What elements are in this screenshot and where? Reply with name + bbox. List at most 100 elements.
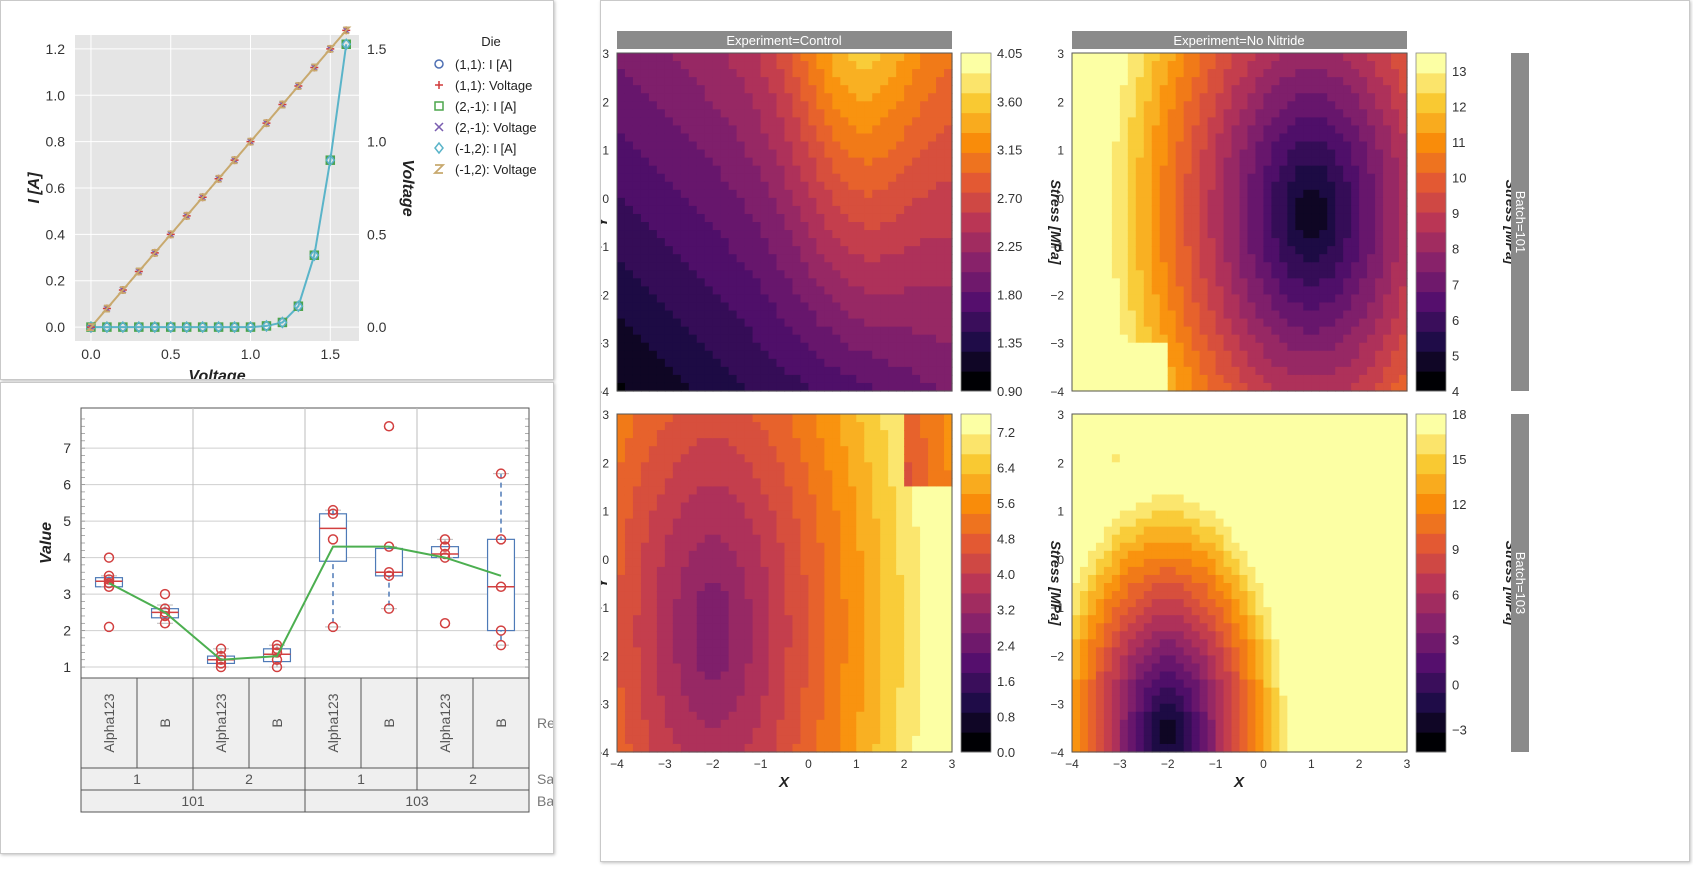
contour-cell	[617, 534, 626, 544]
contour-cell	[648, 334, 658, 344]
contour-cell	[728, 599, 738, 608]
contour-cell	[848, 366, 857, 376]
contour-cell	[1239, 374, 1249, 384]
contour-cell	[648, 165, 658, 175]
contour-cell	[648, 550, 658, 560]
contour-cell	[720, 671, 730, 681]
contour-cell	[1119, 109, 1129, 118]
contour-cell	[1127, 302, 1137, 312]
contour-cell	[696, 494, 706, 504]
contour-cell	[752, 510, 762, 520]
contour-cell	[1311, 358, 1320, 368]
contour-cell	[848, 101, 857, 110]
contour-cell	[664, 462, 674, 471]
contour-cell	[1335, 125, 1344, 135]
contour-cell	[872, 125, 881, 135]
contour-cell	[1111, 246, 1121, 255]
contour-cell	[632, 246, 642, 255]
contour-cell	[617, 526, 626, 536]
contour-cell	[848, 334, 857, 344]
contour-cell	[1143, 310, 1153, 320]
contour-cell	[752, 109, 762, 118]
contour-cell	[1095, 382, 1105, 392]
contour-cell	[856, 181, 865, 191]
contour-cell	[1375, 382, 1384, 392]
contour-cell	[688, 254, 698, 263]
contour-cell	[1327, 294, 1336, 304]
contour-cell	[1095, 157, 1105, 167]
contour-cell	[1191, 254, 1201, 263]
contour-cell	[864, 77, 873, 86]
contour-cell	[1159, 85, 1169, 94]
contour-cell	[728, 663, 738, 673]
contour-cell	[728, 679, 738, 689]
contour-cell	[1239, 77, 1249, 86]
contour-cell	[1231, 141, 1241, 151]
contour-cell	[704, 478, 714, 488]
contour-cell	[1159, 254, 1169, 263]
contour-cell	[1231, 342, 1241, 352]
contour-cell	[1311, 77, 1320, 86]
contour-cell	[1375, 125, 1384, 135]
contour-cell	[632, 374, 642, 384]
contour-cell	[776, 655, 786, 665]
contour-cell	[752, 238, 762, 247]
contour-cell	[1311, 374, 1320, 384]
contour-cell	[832, 302, 841, 312]
x-tick-label: 1.5	[321, 346, 341, 362]
contour-cell	[896, 53, 905, 62]
contour-cell	[728, 623, 738, 632]
contour-cell	[1119, 246, 1129, 255]
contour-cell	[840, 382, 849, 392]
contour-cell	[888, 342, 897, 352]
contour-cell	[632, 382, 642, 392]
current-point-diamond	[325, 153, 336, 167]
contour-cell	[1111, 133, 1121, 143]
contour-cell	[1207, 69, 1217, 78]
contour-cell	[944, 318, 953, 328]
contour-cell	[736, 583, 746, 592]
contour-cell	[1095, 350, 1105, 360]
contour-cell	[848, 141, 857, 151]
contour-cell	[1127, 350, 1137, 360]
contour-cell	[1143, 286, 1153, 296]
contour-cell	[768, 262, 778, 271]
contour-cell	[617, 205, 626, 215]
contour-cell	[1072, 246, 1081, 255]
contour-cell	[1327, 270, 1336, 279]
contour-cell	[904, 366, 913, 376]
contour-cell	[1223, 286, 1233, 296]
contour-cell	[1303, 230, 1312, 239]
y-tick-label: 2	[1057, 95, 1064, 109]
contour-cell	[1359, 85, 1368, 94]
contour-cell	[1295, 294, 1304, 304]
contour-cell	[928, 109, 937, 118]
contour-cell	[928, 294, 937, 304]
contour-cell	[1343, 61, 1352, 70]
contour-cell	[1167, 197, 1177, 207]
contour-cell	[728, 727, 738, 737]
contour-cell	[792, 711, 802, 721]
contour-cell	[1183, 246, 1193, 255]
contour-cell	[792, 639, 802, 648]
contour-cell	[1223, 69, 1233, 78]
contour-cell	[728, 631, 738, 640]
contour-cell	[656, 254, 666, 263]
contour-cell	[1119, 318, 1129, 328]
contour-cell	[728, 53, 738, 62]
contour-cell	[792, 558, 802, 568]
contour-cell	[856, 270, 865, 279]
contour-cell	[856, 197, 865, 207]
contour-cell	[1263, 165, 1273, 175]
contour-cell	[1279, 125, 1288, 135]
contour-cell	[784, 149, 794, 159]
contour-cell	[744, 125, 754, 135]
contour-cell	[632, 342, 642, 352]
contour-cell	[720, 326, 730, 336]
contour-cell	[712, 446, 722, 455]
contour-cell	[1167, 61, 1177, 70]
contour-cell	[928, 85, 937, 94]
contour-cell	[656, 350, 666, 360]
contour-cell	[896, 334, 905, 344]
contour-cell	[1327, 262, 1336, 271]
